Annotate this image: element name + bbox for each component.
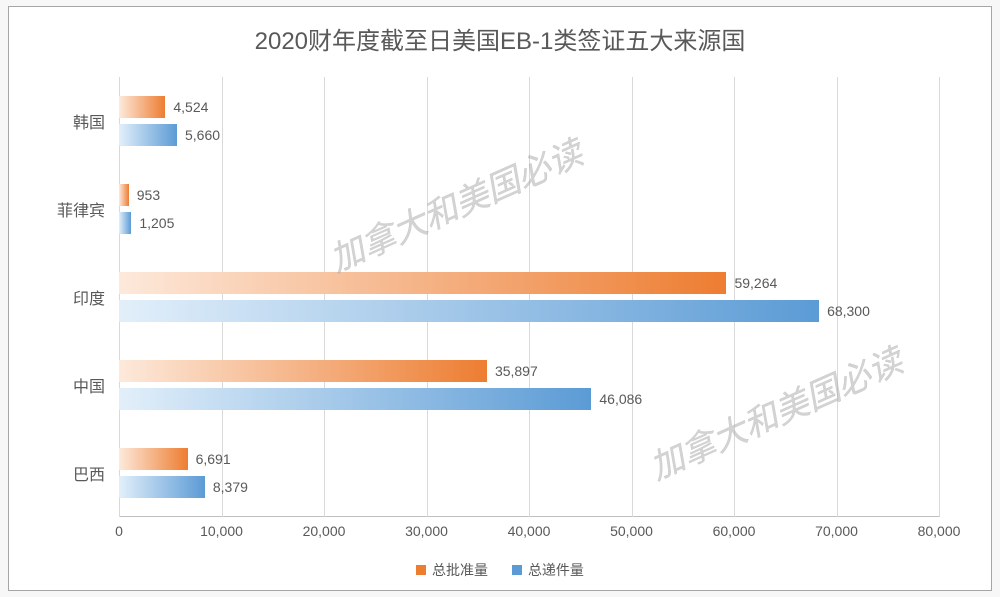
bar [119,360,487,382]
x-tick-label: 80,000 [918,523,961,539]
category-label: 巴西 [73,461,105,485]
category-label: 中国 [73,373,105,397]
grid-line [632,77,633,517]
x-tick-label: 40,000 [508,523,551,539]
x-tick-label: 50,000 [610,523,653,539]
bar [119,388,591,410]
bar [119,272,726,294]
category-label: 菲律宾 [57,197,105,221]
data-label: 68,300 [827,303,870,319]
chart-panel: 2020财年度截至日美国EB-1类签证五大来源国 010,00020,00030… [8,6,992,591]
bar [119,476,205,498]
x-tick-label: 10,000 [200,523,243,539]
outer-frame: 2020财年度截至日美国EB-1类签证五大来源国 010,00020,00030… [0,0,1000,597]
plot-area: 010,00020,00030,00040,00050,00060,00070,… [119,77,939,517]
legend: 总批准量 总递件量 [9,560,991,580]
grid-line [837,77,838,517]
bar [119,300,819,322]
data-label: 59,264 [734,275,777,291]
data-label: 35,897 [495,363,538,379]
chart-title: 2020财年度截至日美国EB-1类签证五大来源国 [9,21,991,56]
data-label: 5,660 [185,127,220,143]
data-label: 6,691 [196,451,231,467]
category-label: 印度 [73,285,105,309]
grid-line [529,77,530,517]
legend-item-submitted: 总递件量 [512,560,584,580]
bar [119,96,165,118]
data-label: 46,086 [599,391,642,407]
data-label: 953 [137,187,160,203]
grid-line [427,77,428,517]
grid-line [734,77,735,517]
data-label: 8,379 [213,479,248,495]
data-label: 4,524 [173,99,208,115]
bar [119,448,188,470]
bar [119,184,129,206]
x-tick-label: 70,000 [815,523,858,539]
x-tick-label: 20,000 [303,523,346,539]
x-tick-label: 60,000 [713,523,756,539]
grid-line [939,77,940,517]
legend-item-approved: 总批准量 [416,560,488,580]
legend-swatch-approved [416,565,426,575]
legend-label-submitted: 总递件量 [528,560,584,580]
bar [119,212,131,234]
category-label: 韩国 [73,109,105,133]
x-tick-label: 30,000 [405,523,448,539]
x-tick-label: 0 [115,523,123,539]
bar [119,124,177,146]
data-label: 1,205 [139,215,174,231]
grid-line [324,77,325,517]
legend-swatch-submitted [512,565,522,575]
legend-label-approved: 总批准量 [432,560,488,580]
